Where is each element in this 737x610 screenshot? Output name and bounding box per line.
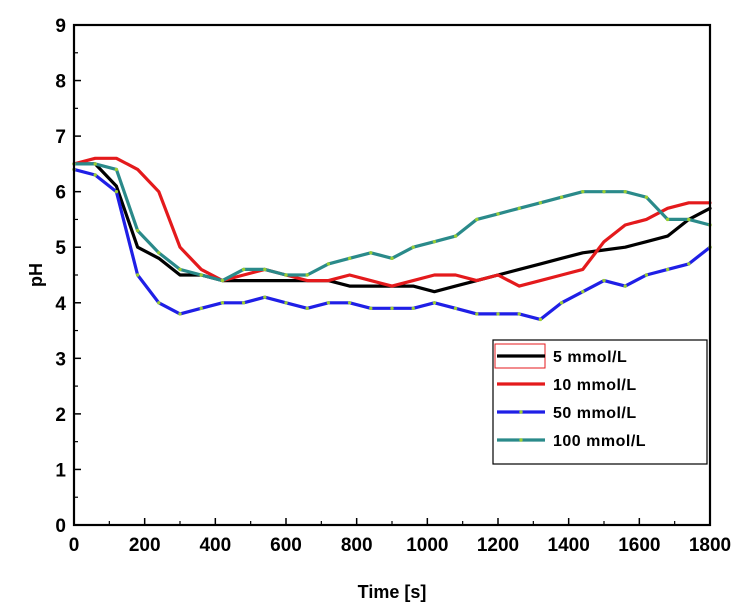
series-point [432,239,437,244]
x-tick-label: 0 [69,535,80,556]
series-point [496,312,500,316]
series-point [687,262,691,266]
legend-label: 10 mmol/L [553,377,637,394]
series-point [581,289,585,294]
series-point [644,195,649,199]
series-point [602,189,606,194]
series-point [369,251,373,255]
y-tick-label: 0 [55,516,66,537]
legend: 5 mmol/L 10 mmol/L 50 mmol/L 100 mmol/L [492,339,708,465]
series-point [326,301,331,305]
x-tick-label: 1000 [406,535,448,556]
series-point [284,301,288,305]
y-tick-label: 3 [55,349,66,370]
series-point [347,256,352,261]
series-point [453,234,458,238]
series-point [411,245,415,249]
series-point [538,201,543,205]
series-line-0 [72,162,712,294]
y-tick-label: 1 [55,460,66,481]
legend-label: 100 mmol/L [553,433,646,450]
series-point [665,217,670,222]
legend-box [492,339,708,465]
x-axis-title: Time [s] [358,582,427,602]
series-point [453,306,458,311]
x-tick-label: 1800 [689,535,731,556]
series-point [220,301,225,305]
series-point [517,312,521,316]
series-point [199,306,203,311]
y-tick-label: 5 [55,238,66,259]
x-tick-label: 400 [199,535,231,556]
series-point [178,267,182,272]
series-point [263,267,267,272]
series-point [517,206,521,211]
series-group [72,156,712,322]
series-point [369,306,373,311]
series-point [538,317,543,322]
series-point [602,278,606,283]
plot-frame [72,23,712,527]
series-point [178,312,182,316]
series-point [93,173,97,177]
series-point [665,267,670,272]
x-tick-label: 600 [270,535,302,556]
series-point [93,162,97,166]
series-point [157,301,161,305]
axes: 0 200 400 600 800 1000 1200 1400 1600 1800 0 1 2 3 4 5 6… [55,16,731,556]
series-point [623,189,627,194]
series-point [199,273,203,277]
x-tick-label: 200 [129,535,161,556]
series-point [135,273,140,277]
series-point [220,278,225,283]
y-tick-label: 7 [55,127,66,148]
series-point [687,217,691,222]
y-tick-label: 2 [55,405,66,426]
y-tick-label: 8 [55,72,66,93]
series-point [241,301,246,305]
series-point [284,273,288,277]
series-point [475,312,479,316]
series-point [475,217,479,222]
legend-label: 50 mmol/L [553,405,637,422]
series-point [263,295,267,299]
series-point [326,262,331,266]
y-tick-label: 9 [55,16,66,37]
series-point [432,301,437,305]
series-point [305,273,309,277]
x-tick-label: 800 [341,535,373,556]
series-point [241,267,246,272]
x-tick-label: 1400 [548,535,590,556]
series-point [347,301,352,305]
series-line-1 [72,156,712,288]
legend-label: 5 mmol/L [553,349,627,366]
legend-marker [519,410,523,414]
y-tick-label: 6 [55,183,66,204]
series-point [559,301,564,305]
series-point [581,189,585,194]
series-point [390,306,394,311]
series-point [305,306,309,311]
legend-marker [519,438,523,442]
series-point [390,256,394,261]
series-point [135,228,140,233]
series-point [623,284,627,288]
series-point [559,195,564,199]
x-tick-label: 1600 [618,535,660,556]
y-tick-label: 4 [55,294,66,315]
series-point [114,189,119,194]
series-point [411,306,415,311]
series-point [644,273,649,277]
x-tick-label: 1200 [477,535,519,556]
series-point [496,212,500,216]
series-point [114,167,119,172]
series-point [157,251,161,255]
y-axis-title: pH [26,263,46,287]
